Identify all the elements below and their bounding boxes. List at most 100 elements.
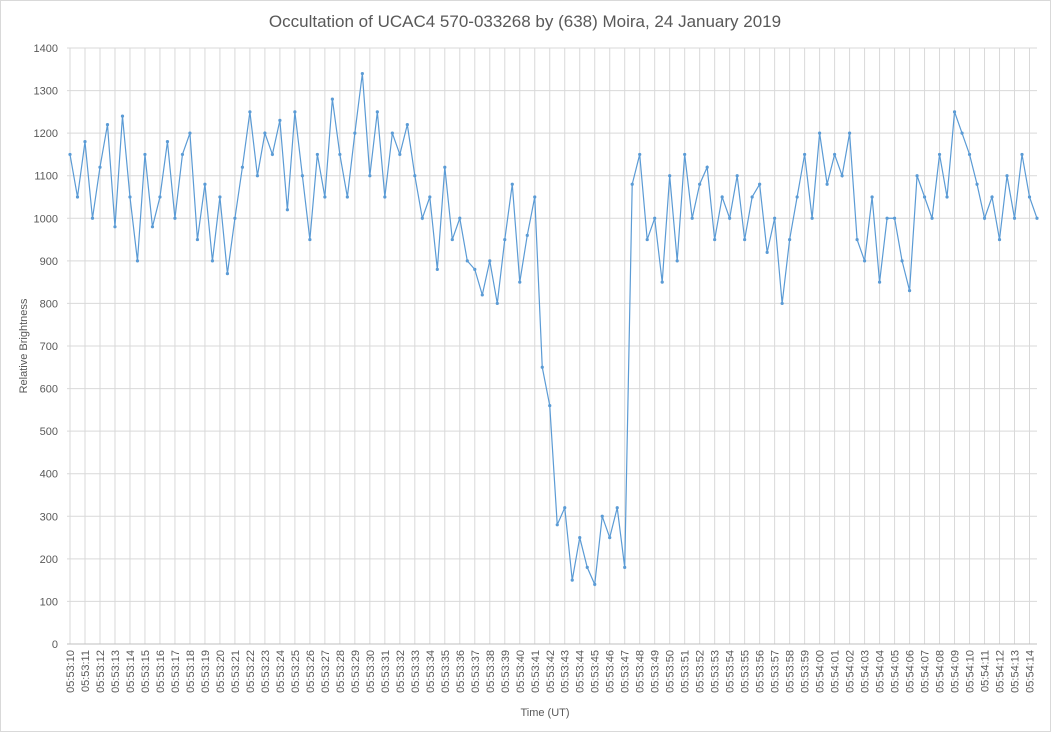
data-point xyxy=(795,195,799,199)
x-tick-label: 05:54:12 xyxy=(995,650,1007,693)
data-point xyxy=(165,140,170,144)
x-tick-label: 05:53:42 xyxy=(545,650,557,693)
data-point xyxy=(368,174,372,178)
data-line xyxy=(69,73,1038,587)
x-tick-label: 05:54:08 xyxy=(935,650,947,693)
data-point xyxy=(338,152,342,157)
x-tick-label: 05:53:30 xyxy=(365,650,377,693)
data-point xyxy=(263,131,267,135)
data-point xyxy=(383,195,387,199)
x-tick-label: 05:54:04 xyxy=(875,650,887,693)
x-tick-label: 05:53:56 xyxy=(755,650,767,693)
data-point xyxy=(293,110,297,114)
data-point xyxy=(960,131,964,135)
x-tick-label: 05:53:26 xyxy=(305,650,317,693)
x-tick-label: 05:53:39 xyxy=(500,650,512,693)
y-tick-label: 600 xyxy=(40,384,58,396)
data-point xyxy=(683,152,687,157)
data-point xyxy=(533,195,537,199)
data-point xyxy=(690,216,694,220)
data-point xyxy=(735,174,739,178)
data-point xyxy=(1020,152,1024,157)
data-point xyxy=(675,259,679,263)
data-point xyxy=(952,110,957,114)
data-point xyxy=(780,301,784,306)
data-point xyxy=(443,165,447,169)
x-tick-label: 05:54:00 xyxy=(815,650,827,693)
data-point xyxy=(668,174,672,178)
x-tick-label: 05:54:11 xyxy=(980,650,992,692)
data-point xyxy=(120,114,125,118)
data-point xyxy=(892,216,897,220)
data-point xyxy=(435,267,439,271)
x-tick-label: 05:53:18 xyxy=(185,650,197,693)
x-tick-label: 05:53:41 xyxy=(530,650,542,693)
data-point xyxy=(143,152,147,157)
data-point xyxy=(248,110,252,114)
data-point xyxy=(518,280,522,284)
data-point xyxy=(413,174,417,178)
x-tick-label: 05:53:21 xyxy=(230,650,242,693)
data-point xyxy=(188,131,192,135)
x-tick-label: 05:53:48 xyxy=(635,650,647,693)
data-point xyxy=(937,152,942,157)
x-tick-label: 05:54:03 xyxy=(860,650,872,693)
data-point xyxy=(83,140,87,144)
data-point xyxy=(255,174,260,178)
x-tick-label: 05:53:53 xyxy=(710,650,722,693)
data-point xyxy=(233,216,237,220)
x-tick-label: 05:53:23 xyxy=(260,650,272,693)
data-point xyxy=(975,182,979,186)
x-tick-label: 05:53:17 xyxy=(170,650,182,693)
data-point xyxy=(982,216,987,220)
data-point xyxy=(270,152,274,157)
data-point xyxy=(210,259,215,263)
data-point xyxy=(743,237,747,242)
data-point xyxy=(600,514,604,518)
x-tick-label: 05:53:34 xyxy=(425,650,437,693)
data-point xyxy=(345,195,349,199)
data-point xyxy=(90,216,95,220)
data-point xyxy=(150,225,155,229)
x-tick-label: 05:54:10 xyxy=(965,650,977,693)
x-tick-label: 05:53:55 xyxy=(740,650,752,693)
data-point xyxy=(653,216,657,220)
data-point xyxy=(398,152,402,157)
data-point xyxy=(240,165,245,169)
data-point xyxy=(1012,216,1017,220)
data-point xyxy=(862,259,867,263)
x-tick-label: 05:54:09 xyxy=(950,650,962,693)
x-tick-label: 05:53:13 xyxy=(110,650,122,693)
x-tick-label: 05:53:58 xyxy=(785,650,797,693)
data-point xyxy=(173,216,177,220)
x-tick-label: 05:54:07 xyxy=(920,650,932,693)
x-tick-label: 05:53:46 xyxy=(605,650,617,693)
x-tick-label: 05:53:14 xyxy=(125,650,137,693)
data-point xyxy=(503,237,507,242)
x-tick-label: 05:53:11 xyxy=(80,650,92,692)
x-tick-label: 05:53:31 xyxy=(380,650,392,693)
data-point xyxy=(870,195,874,199)
data-point xyxy=(495,301,499,306)
x-tick-label: 05:54:02 xyxy=(845,650,857,693)
data-point xyxy=(300,174,304,178)
data-point xyxy=(98,165,102,169)
data-point xyxy=(308,237,312,242)
data-point xyxy=(405,123,409,127)
x-tick-label: 05:53:25 xyxy=(290,650,302,693)
x-tick-label: 05:54:06 xyxy=(905,650,917,693)
y-tick-label: 1400 xyxy=(34,43,58,55)
data-point xyxy=(278,118,282,122)
x-tick-label: 05:53:22 xyxy=(245,650,257,693)
data-point xyxy=(473,267,477,271)
data-point xyxy=(180,152,185,157)
x-tick-label: 05:53:33 xyxy=(410,650,422,693)
x-tick-label: 05:53:57 xyxy=(770,650,782,693)
data-point xyxy=(638,152,642,157)
data-point xyxy=(510,182,514,186)
x-tick-label: 05:53:32 xyxy=(395,650,407,693)
x-tick-label: 05:53:38 xyxy=(485,650,497,693)
data-point xyxy=(773,216,777,220)
